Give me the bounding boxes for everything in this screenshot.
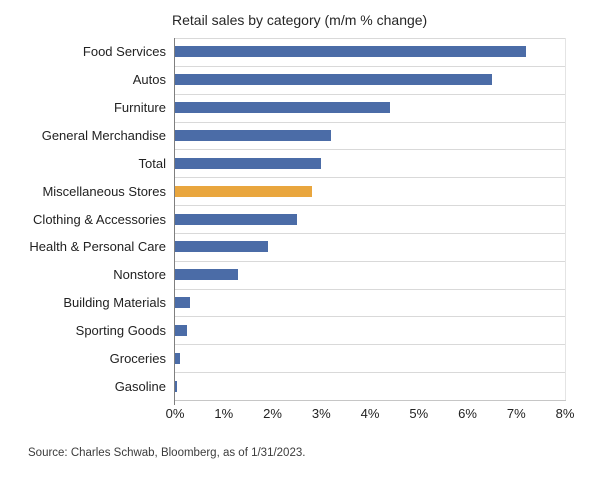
bar-autos — [175, 74, 492, 86]
bar-gasoline — [175, 380, 178, 392]
gridline — [175, 316, 566, 318]
category-label: Miscellaneous Stores — [42, 183, 166, 199]
x-axis-tick-label: 7% — [506, 406, 526, 421]
category-label: Groceries — [109, 350, 166, 366]
category-label: Total — [138, 155, 166, 171]
bar-building-materials — [175, 297, 190, 309]
bar-furniture — [175, 102, 390, 114]
gridline — [175, 260, 566, 262]
category-label: Clothing & Accessories — [33, 211, 166, 227]
bar-health-personal-care — [175, 241, 268, 253]
gridline — [175, 232, 566, 234]
gridline — [175, 288, 566, 290]
category-label: Sporting Goods — [75, 322, 166, 338]
x-axis-tick-label: 1% — [214, 406, 234, 421]
category-label: Health & Personal Care — [29, 239, 166, 255]
category-label: Food Services — [82, 44, 166, 60]
bar-miscellaneous-stores — [175, 185, 312, 197]
category-label: Building Materials — [63, 295, 166, 311]
bar-food-services — [175, 46, 526, 58]
x-axis-tick-label: 8% — [555, 406, 575, 421]
x-axis-tick-label: 5% — [409, 406, 429, 421]
category-label: Autos — [132, 72, 166, 88]
category-label: Nonstore — [113, 267, 166, 283]
gridline — [175, 344, 566, 346]
gridline — [175, 65, 566, 67]
category-label: General Merchandise — [41, 127, 166, 143]
x-axis-tick-label: 6% — [458, 406, 477, 421]
bar-sporting-goods — [175, 324, 188, 336]
x-axis-tick-label: 2% — [263, 406, 282, 421]
plot-right-border — [565, 38, 566, 400]
category-label: Furniture — [113, 100, 166, 116]
gridline — [175, 177, 566, 179]
chart-title: Retail sales by category (m/m % change) — [172, 12, 428, 28]
bar-groceries — [175, 352, 180, 364]
bar-nonstore — [175, 269, 239, 281]
source-note: Source: Charles Schwab, Bloomberg, as of… — [28, 447, 306, 459]
bar-general-merchandise — [175, 129, 331, 141]
x-axis-tick-label: 3% — [311, 406, 331, 421]
bar-clothing-accessories — [175, 213, 297, 225]
gridline — [175, 149, 566, 151]
x-axis-tick-label: 0% — [165, 406, 185, 421]
gridline — [175, 38, 566, 39]
gridline — [175, 121, 566, 123]
y-axis-line — [174, 38, 175, 405]
category-label: Gasoline — [114, 378, 166, 394]
x-axis-baseline — [175, 400, 566, 401]
gridline — [175, 205, 566, 207]
x-axis-tick-label: 4% — [360, 406, 380, 421]
bar-total — [175, 157, 322, 169]
gridline — [175, 372, 566, 374]
gridline — [175, 93, 566, 95]
